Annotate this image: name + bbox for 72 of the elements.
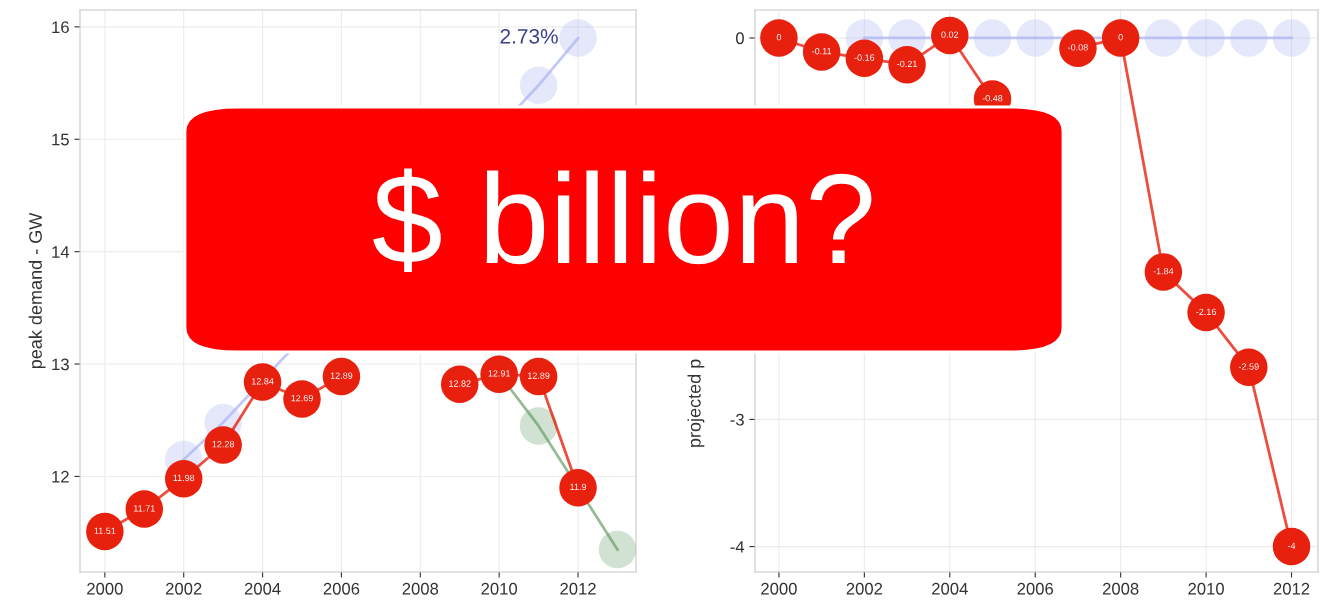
- y-tick-label: 13: [52, 358, 69, 371]
- y-tick-label: 0: [735, 32, 744, 45]
- point: [973, 19, 1012, 57]
- data-label: -0.48: [982, 95, 1003, 102]
- y-tick-label: -4: [730, 541, 745, 553]
- point: [1187, 293, 1225, 332]
- y-tick-label: 16: [52, 21, 69, 34]
- annotation: 2.73%: [500, 28, 558, 44]
- x-tick-label: 2002: [166, 582, 202, 595]
- data-label: 0.02: [941, 31, 959, 38]
- data-label: 0: [776, 34, 782, 41]
- data-label: -1.84: [1153, 267, 1174, 275]
- x-tick-label: 2008: [402, 582, 439, 595]
- x-tick-label: 2010: [1188, 582, 1224, 595]
- point: [802, 33, 841, 71]
- data-label: 11.9: [570, 483, 587, 491]
- x-tick-label: 2004: [244, 582, 281, 595]
- data-label: -0.11: [812, 47, 832, 55]
- data-label: -2.16: [1196, 308, 1216, 316]
- point: [125, 490, 164, 528]
- point: [1144, 253, 1183, 291]
- point: [1016, 19, 1054, 57]
- y-tick-label: -3: [730, 413, 744, 426]
- x-tick-label: 2008: [1102, 582, 1139, 595]
- data-label: 12.89: [528, 372, 550, 379]
- data-label: -0.08: [1068, 44, 1088, 51]
- y-tick-label: 12: [52, 470, 69, 483]
- point: [760, 19, 798, 57]
- x-tick-label: 2012: [560, 582, 596, 595]
- x-tick-label: 2010: [481, 582, 518, 595]
- data-label: 12.84: [251, 378, 274, 385]
- point: [559, 19, 597, 57]
- data-label: 12.82: [449, 380, 471, 387]
- x-tick-label: 2006: [323, 582, 360, 595]
- x-tick-label: 2012: [1273, 582, 1310, 595]
- y-tick-label: 15: [52, 133, 69, 146]
- data-label: -2.59: [1238, 363, 1259, 370]
- annotation: $ billion?: [373, 168, 872, 272]
- point: [1230, 19, 1268, 57]
- data-label: 12.28: [212, 441, 235, 448]
- x-tick-label: 2000: [87, 582, 123, 595]
- point: [1144, 19, 1183, 57]
- point: [888, 45, 926, 84]
- x-tick-label: 2002: [846, 582, 883, 595]
- data-label: 12.69: [291, 394, 313, 402]
- point: [1272, 527, 1311, 566]
- point: [845, 39, 884, 78]
- y-axis-title: peak demand - GW: [28, 212, 46, 369]
- data-label: 12.91: [488, 370, 511, 377]
- point: [1230, 348, 1268, 387]
- x-tick-label: 2004: [932, 582, 968, 595]
- point: [519, 407, 558, 445]
- y-axis-title: projected p: [687, 359, 705, 447]
- point: [1101, 19, 1140, 57]
- y-tick-label: 14: [52, 246, 70, 258]
- point: [1059, 29, 1097, 67]
- data-label: 11.98: [173, 474, 195, 482]
- point: [1272, 19, 1311, 57]
- point: [519, 66, 558, 105]
- data-label: 0: [1118, 34, 1123, 41]
- data-label: -0.16: [854, 54, 875, 61]
- x-tick-label: 2006: [1017, 582, 1054, 595]
- x-tick-label: 2000: [761, 582, 797, 595]
- point: [931, 16, 969, 55]
- data-label: 12.89: [330, 372, 353, 379]
- data-label: -4: [1287, 542, 1296, 549]
- point: [598, 530, 636, 569]
- point: [1187, 19, 1225, 57]
- data-label: 11.51: [94, 527, 116, 534]
- data-label: 11.71: [134, 505, 155, 512]
- point: [559, 468, 597, 507]
- data-label: -0.21: [897, 60, 917, 68]
